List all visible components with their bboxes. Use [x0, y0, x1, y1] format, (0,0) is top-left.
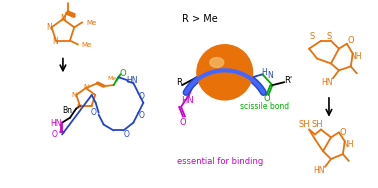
Text: N: N: [60, 14, 66, 23]
Text: HN: HN: [50, 119, 62, 128]
Text: N: N: [47, 23, 53, 32]
Text: NH: NH: [342, 140, 353, 149]
Text: O: O: [124, 130, 129, 139]
Text: HN: HN: [181, 96, 194, 105]
Text: O: O: [263, 94, 270, 103]
Text: SH: SH: [298, 120, 310, 129]
Text: Bn: Bn: [62, 106, 72, 115]
Text: O: O: [347, 36, 354, 45]
Circle shape: [197, 45, 253, 100]
Text: HN: HN: [127, 76, 138, 85]
Text: H: H: [262, 68, 267, 77]
Text: O: O: [138, 111, 144, 120]
Text: HN: HN: [313, 166, 325, 175]
Text: N: N: [268, 71, 273, 80]
Text: S: S: [326, 32, 332, 41]
Ellipse shape: [210, 58, 224, 67]
Text: N: N: [72, 92, 77, 98]
Text: NH: NH: [350, 52, 361, 61]
Text: Me: Me: [86, 20, 96, 26]
Text: N: N: [52, 37, 58, 46]
Text: Me: Me: [82, 42, 92, 49]
Text: scissile bond: scissile bond: [240, 102, 289, 111]
Text: SH: SH: [311, 120, 323, 129]
Text: S: S: [310, 32, 315, 41]
Text: R: R: [176, 78, 182, 87]
Text: R': R': [284, 76, 292, 85]
Text: R > Me: R > Me: [182, 14, 218, 24]
Text: O: O: [339, 128, 346, 137]
Text: O: O: [180, 118, 186, 127]
Text: N: N: [76, 104, 82, 110]
Text: HN: HN: [321, 78, 333, 87]
Text: essential for binding: essential for binding: [177, 158, 263, 167]
Text: O: O: [119, 69, 126, 78]
Text: O: O: [51, 130, 57, 139]
Text: O: O: [138, 92, 144, 102]
Text: Me: Me: [108, 76, 117, 81]
Text: O: O: [91, 108, 97, 117]
Text: N: N: [83, 84, 88, 90]
